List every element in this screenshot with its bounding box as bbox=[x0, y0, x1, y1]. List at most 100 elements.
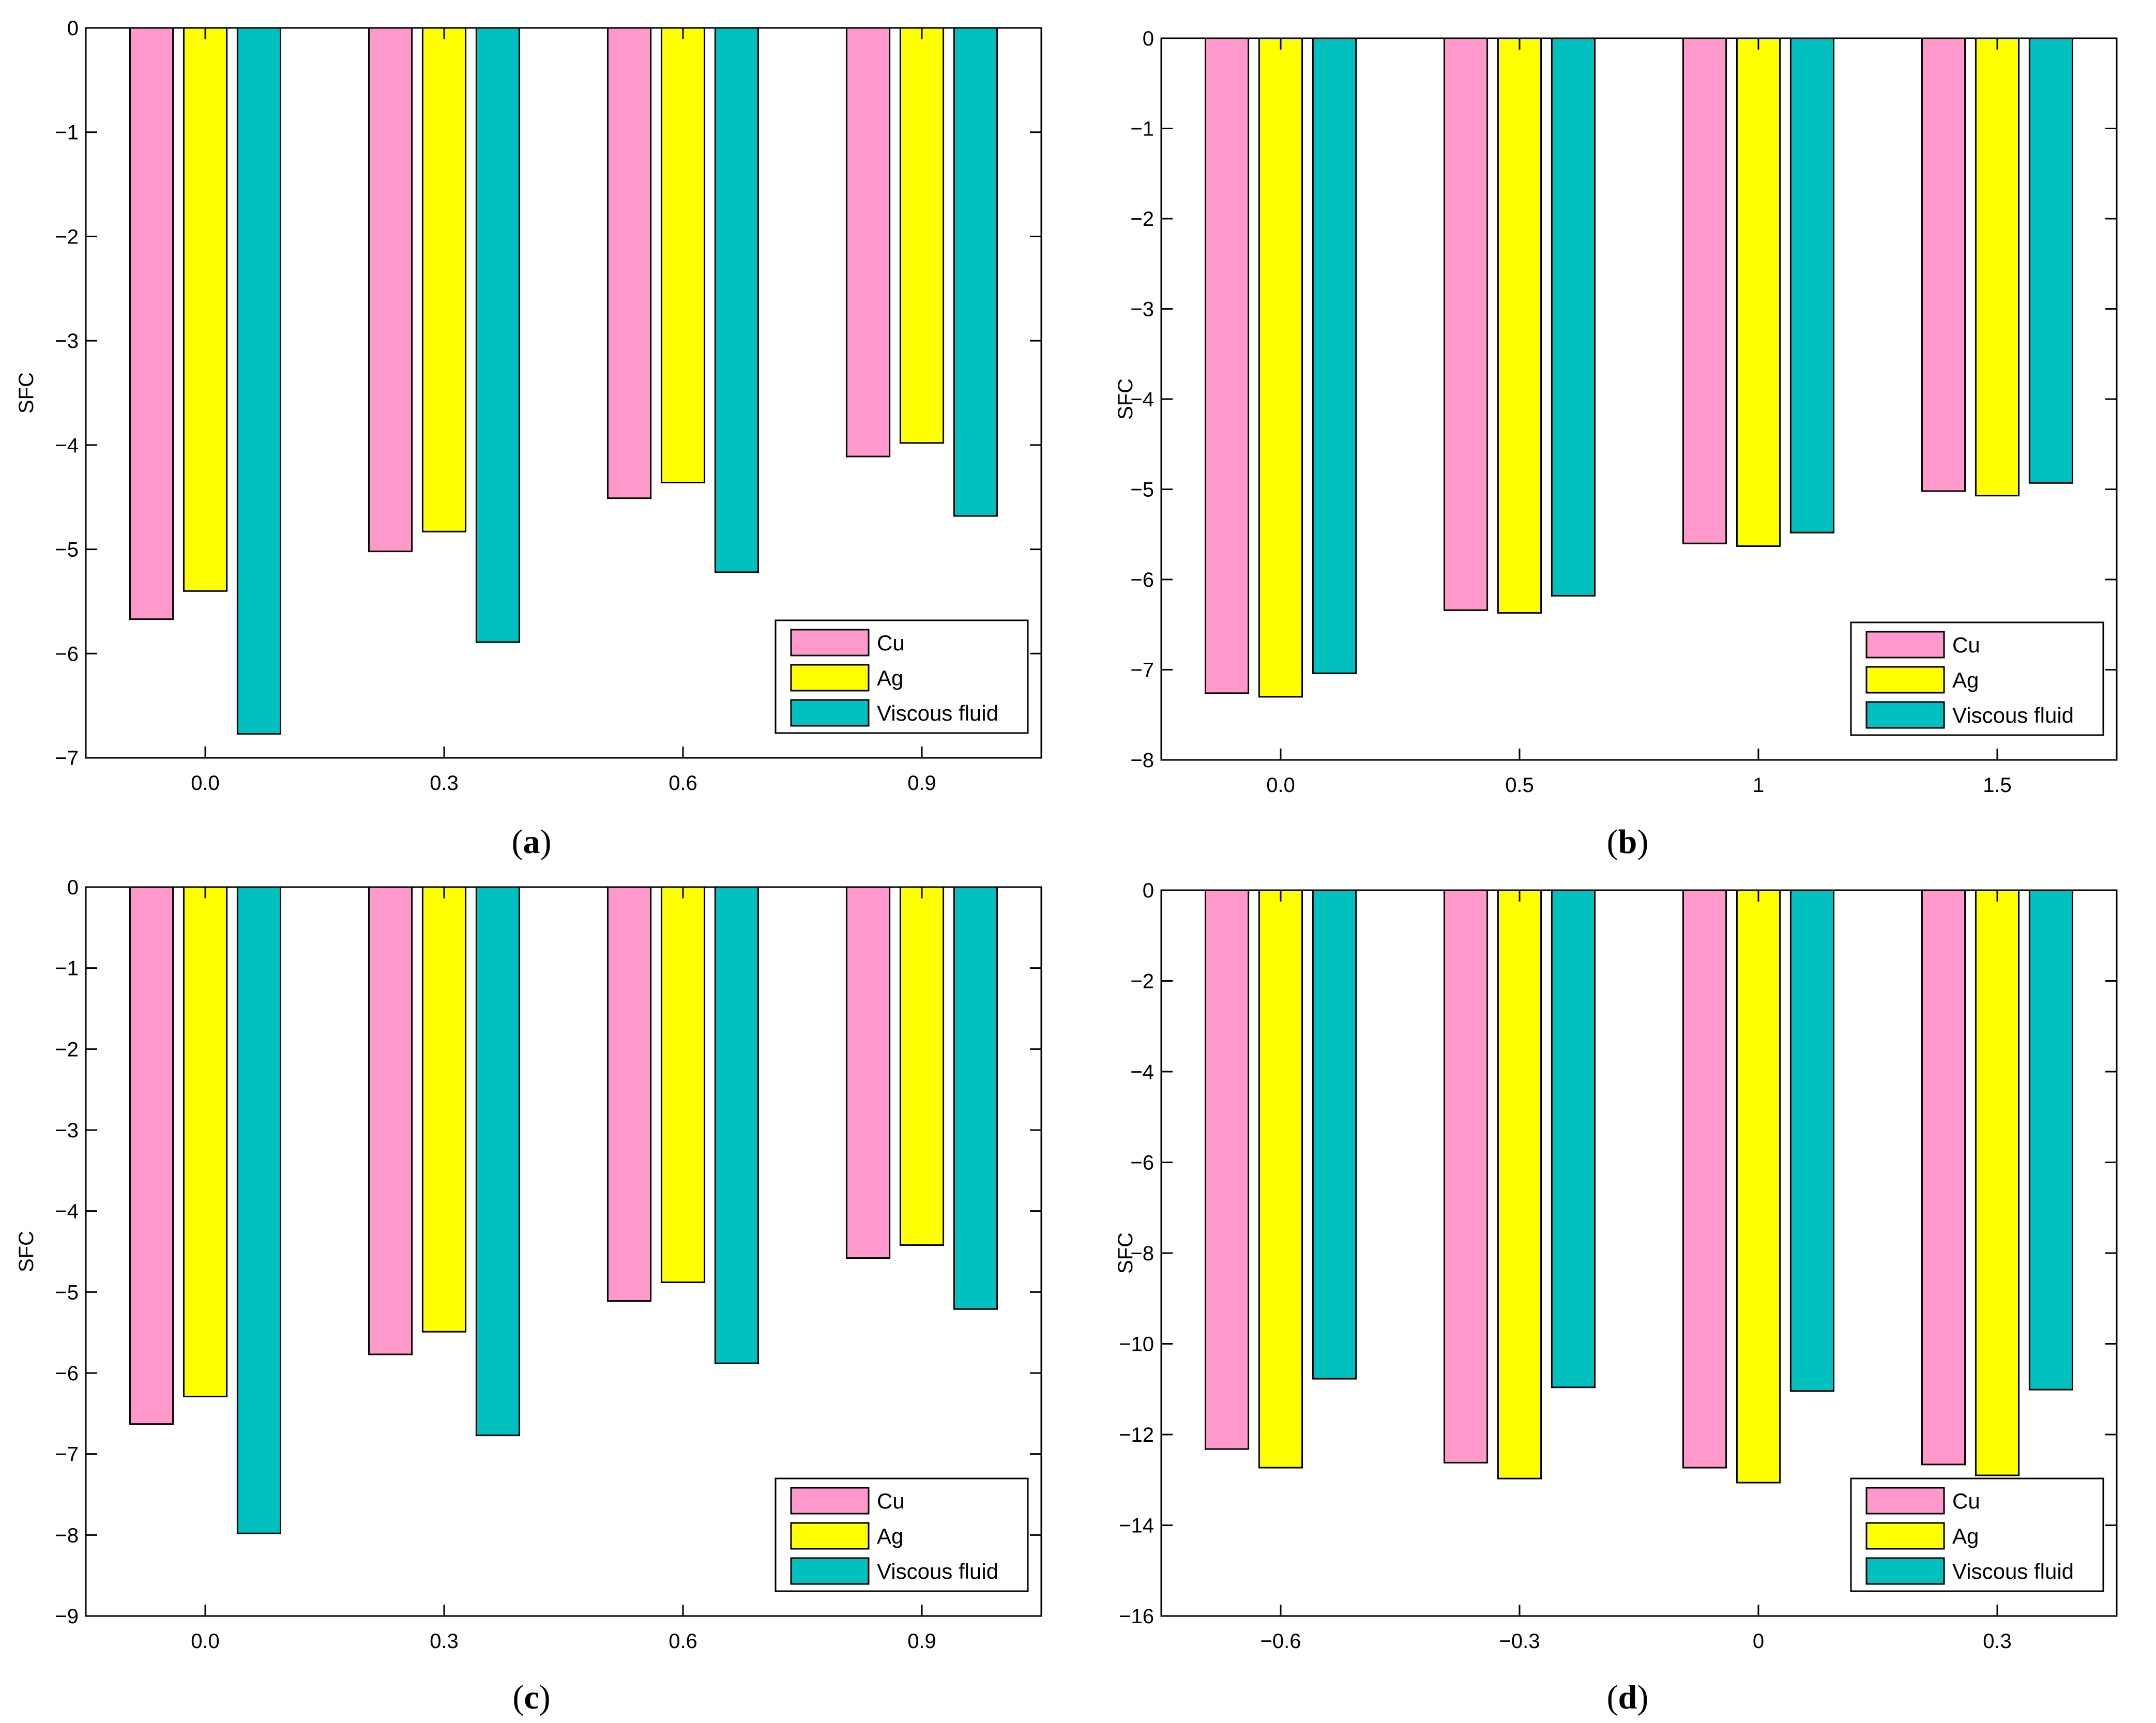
bar-cu-1 bbox=[1443, 889, 1489, 1463]
legend-label-cu: Cu bbox=[877, 1489, 905, 1513]
ytick-label: −3 bbox=[1130, 298, 1154, 321]
legend-swatch-viscous-fluid bbox=[790, 699, 870, 727]
bar-viscous-fluid-3 bbox=[2028, 889, 2074, 1391]
ytick-label: −7 bbox=[55, 1443, 79, 1466]
legend-swatch-ag bbox=[1865, 666, 1945, 694]
chart-panel-c: 0 −1 −2 −3 −4 −5 −6 −7 −8 −9 0.0 0.3 0.6 0.9 SFC Cu Ag Vi… bbox=[15, 876, 1042, 1716]
bar-viscous-fluid-0 bbox=[236, 886, 282, 1534]
xtick-label: 0.6 bbox=[669, 1630, 697, 1653]
legend: Cu Ag Viscous fluid bbox=[775, 1477, 1029, 1592]
bar-ag-1 bbox=[421, 886, 467, 1333]
bar-viscous-fluid-0 bbox=[236, 27, 282, 735]
legend-swatch-viscous-fluid bbox=[1865, 701, 1945, 729]
ytick-label: −2 bbox=[55, 1038, 79, 1061]
xtick-label: 0.3 bbox=[430, 1630, 459, 1653]
ytick-label: −2 bbox=[1130, 208, 1154, 231]
bar-viscous-fluid-2 bbox=[1789, 37, 1835, 533]
xtick-label: 0.5 bbox=[1505, 774, 1534, 797]
bar-ag-3 bbox=[1975, 37, 2020, 497]
bar-cu-0 bbox=[129, 27, 174, 620]
ytick-label: −1 bbox=[55, 121, 79, 144]
ytick-label: −6 bbox=[55, 1362, 79, 1385]
bar-ag-0 bbox=[183, 886, 228, 1397]
legend-swatch-cu bbox=[790, 1487, 870, 1515]
bar-cu-0 bbox=[1204, 889, 1250, 1450]
xtick-label: 0 bbox=[1753, 1630, 1764, 1653]
xtick-label: 0.3 bbox=[430, 772, 459, 795]
ytick-label: 0 bbox=[67, 876, 79, 899]
chart-panel-a: 0 −1 −2 −3 −4 −5 −6 −7 0.0 0.3 0.6 0.9 SFC Cu Ag Viscou… bbox=[15, 17, 1042, 861]
bar-cu-2 bbox=[1682, 37, 1727, 544]
bar-cu-2 bbox=[606, 27, 652, 499]
bar-viscous-fluid-1 bbox=[475, 27, 521, 643]
ytick-label: 0 bbox=[1143, 879, 1154, 902]
ytick-label: −16 bbox=[1119, 1605, 1154, 1628]
legend: Cu Ag Viscous fluid bbox=[1850, 1477, 2104, 1592]
ytick-label: −12 bbox=[1119, 1424, 1154, 1446]
bar-viscous-fluid-3 bbox=[953, 27, 998, 517]
legend-swatch-cu bbox=[790, 629, 870, 657]
ytick-label: −8 bbox=[55, 1524, 79, 1547]
chart-panel-b: 0 −1 −2 −3 −4 −5 −6 −7 −8 0.0 0.5 1 1.5 SFC Cu Ag Viscou… bbox=[1114, 27, 2118, 861]
xtick-label: 1.5 bbox=[1983, 774, 2012, 797]
bar-cu-3 bbox=[845, 27, 891, 458]
bar-ag-0 bbox=[1258, 37, 1303, 698]
legend-swatch-viscous-fluid bbox=[790, 1557, 870, 1585]
legend-swatch-cu bbox=[1865, 1487, 1945, 1515]
xtick-label: 0.9 bbox=[907, 1630, 936, 1653]
bar-ag-0 bbox=[183, 27, 228, 592]
bar-viscous-fluid-2 bbox=[714, 27, 760, 573]
bar-ag-2 bbox=[1736, 889, 1781, 1484]
ytick-label: −4 bbox=[1130, 388, 1154, 411]
xtick-label: 0.0 bbox=[1266, 774, 1295, 797]
panel-caption: (b) bbox=[1607, 823, 1649, 861]
y-axis-label: SFC bbox=[1114, 1232, 1137, 1274]
legend-label-cu: Cu bbox=[1952, 633, 1980, 657]
legend-label-cu: Cu bbox=[877, 631, 905, 655]
legend-label-viscous-fluid: Viscous fluid bbox=[877, 1559, 998, 1583]
bar-ag-2 bbox=[660, 27, 706, 483]
bar-viscous-fluid-3 bbox=[2028, 37, 2074, 484]
bar-cu-2 bbox=[1682, 889, 1727, 1469]
legend-swatch-ag bbox=[1865, 1522, 1945, 1550]
y-axis-label: SFC bbox=[15, 372, 38, 414]
legend: Cu Ag Viscous fluid bbox=[775, 619, 1029, 734]
legend-swatch-cu bbox=[1865, 631, 1945, 659]
legend-label-ag: Ag bbox=[1952, 668, 1979, 692]
bar-cu-1 bbox=[368, 27, 413, 553]
ytick-label: −4 bbox=[55, 1200, 79, 1223]
bar-ag-3 bbox=[899, 27, 945, 444]
legend-label-ag: Ag bbox=[877, 666, 903, 690]
bar-viscous-fluid-1 bbox=[475, 886, 521, 1437]
bar-ag-2 bbox=[660, 886, 706, 1284]
ytick-label: −1 bbox=[1130, 118, 1154, 141]
bar-viscous-fluid-3 bbox=[953, 886, 998, 1310]
ytick-label: 0 bbox=[67, 17, 79, 40]
legend-label-ag: Ag bbox=[1952, 1524, 1979, 1548]
bar-cu-2 bbox=[606, 886, 652, 1302]
legend-label-viscous-fluid: Viscous fluid bbox=[1952, 703, 2074, 727]
bar-viscous-fluid-2 bbox=[714, 886, 760, 1364]
bar-cu-3 bbox=[1921, 37, 1966, 492]
legend: Cu Ag Viscous fluid bbox=[1850, 621, 2104, 736]
ytick-label: −3 bbox=[55, 1119, 79, 1142]
ytick-label: −5 bbox=[55, 1281, 79, 1304]
bar-cu-3 bbox=[1921, 889, 1966, 1466]
bar-ag-3 bbox=[1975, 889, 2020, 1476]
y-axis-label: SFC bbox=[15, 1231, 38, 1272]
ytick-label: −4 bbox=[55, 434, 79, 457]
ytick-label: −9 bbox=[55, 1605, 79, 1628]
bar-ag-2 bbox=[1736, 37, 1781, 547]
bar-cu-0 bbox=[1204, 37, 1250, 694]
ytick-label: −2 bbox=[55, 225, 79, 248]
bar-viscous-fluid-1 bbox=[1551, 889, 1596, 1389]
ytick-label: −7 bbox=[1130, 659, 1154, 682]
ytick-label: −5 bbox=[1130, 479, 1154, 501]
ytick-label: −2 bbox=[1130, 970, 1154, 993]
legend-label-viscous-fluid: Viscous fluid bbox=[1952, 1559, 2074, 1583]
xtick-label: 0.9 bbox=[907, 772, 936, 795]
xtick-label: 0.0 bbox=[191, 1630, 220, 1653]
bar-ag-1 bbox=[1497, 37, 1542, 614]
bar-cu-1 bbox=[368, 886, 413, 1355]
